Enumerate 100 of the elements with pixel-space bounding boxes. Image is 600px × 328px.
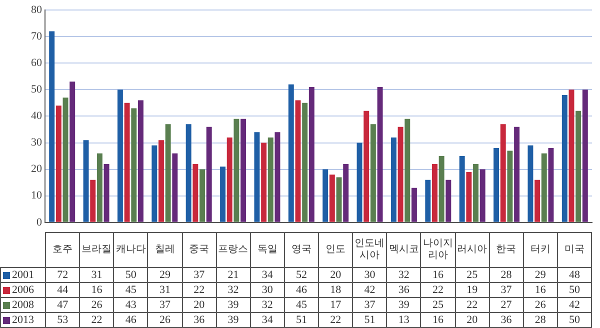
data-label: 17 <box>318 298 353 312</box>
data-label: 22 <box>420 282 455 298</box>
bar <box>528 145 534 222</box>
y-tick-label: 50 <box>31 84 42 96</box>
bar <box>302 102 308 222</box>
bar <box>548 148 554 222</box>
data-label: 47 <box>46 298 80 312</box>
y-tick-label: 80 <box>31 4 42 16</box>
bar <box>138 100 144 222</box>
bar <box>466 172 472 222</box>
legend-label: 2001 <box>0 268 46 282</box>
bar <box>541 153 547 222</box>
x-tick-label: 멕시코 <box>386 232 421 268</box>
data-label: 16 <box>523 282 558 298</box>
data-label: 39 <box>216 298 250 312</box>
data-label: 39 <box>386 298 421 312</box>
bar <box>364 110 370 222</box>
data-label: 44 <box>46 282 80 298</box>
data-label: 16 <box>420 312 455 328</box>
data-label: 21 <box>216 268 250 282</box>
x-tick-label: 브라질 <box>80 232 114 268</box>
data-label: 30 <box>250 282 284 298</box>
bar <box>343 164 349 222</box>
bar <box>131 108 137 222</box>
data-label: 43 <box>114 298 148 312</box>
data-label: 52 <box>284 268 318 282</box>
data-label: 37 <box>182 268 216 282</box>
data-label: 36 <box>386 282 421 298</box>
bar <box>226 137 232 222</box>
bar <box>390 137 396 222</box>
data-label: 42 <box>352 282 387 298</box>
bar <box>425 180 431 222</box>
bar <box>473 164 478 222</box>
bar <box>104 164 110 222</box>
y-tick-label: 60 <box>31 56 42 69</box>
bar <box>172 153 178 222</box>
data-label: 29 <box>523 268 558 282</box>
bar <box>200 169 205 222</box>
bar <box>240 118 246 222</box>
bar <box>124 102 130 222</box>
bar <box>446 180 452 222</box>
x-tick-label: 미국 <box>557 232 592 268</box>
bar <box>356 142 362 222</box>
bar <box>438 156 444 222</box>
y-tick-label: 70 <box>31 30 42 42</box>
data-label: 46 <box>284 282 318 298</box>
bar <box>261 142 267 222</box>
bar <box>500 124 506 222</box>
bar <box>49 31 55 222</box>
bar <box>288 84 294 222</box>
data-label: 42 <box>557 298 592 312</box>
bar <box>165 124 171 222</box>
data-label: 32 <box>250 298 284 312</box>
bar <box>268 137 274 222</box>
bar <box>83 140 89 222</box>
bar <box>254 132 260 222</box>
x-tick-label: 독일 <box>250 232 284 268</box>
y-tick-label: 40 <box>31 110 42 122</box>
data-label: 48 <box>557 268 592 282</box>
x-tick-label: 캐나다 <box>114 232 148 268</box>
data-label: 20 <box>182 298 216 312</box>
data-label: 34 <box>250 268 284 282</box>
bar <box>459 156 465 222</box>
data-label: 26 <box>523 298 558 312</box>
data-label: 50 <box>557 312 592 328</box>
legend-label: 2008 <box>0 298 46 312</box>
x-tick-label: 프랑스 <box>216 232 250 268</box>
bar <box>192 164 198 222</box>
bar <box>117 90 123 222</box>
bar <box>582 90 588 222</box>
y-tick-label: 0 <box>36 216 42 228</box>
bar <box>534 180 540 222</box>
bar <box>234 118 240 222</box>
x-tick-label: 터키 <box>523 232 558 268</box>
bar <box>220 166 226 222</box>
data-label: 32 <box>386 268 421 282</box>
bar <box>56 106 62 222</box>
data-label: 50 <box>114 268 148 282</box>
bar <box>507 150 513 222</box>
data-label: 36 <box>489 312 524 328</box>
bar <box>62 98 68 222</box>
bar <box>336 177 342 222</box>
bar <box>480 169 486 222</box>
data-label: 25 <box>420 298 455 312</box>
bar <box>90 180 96 222</box>
bar <box>329 174 335 222</box>
data-label: 39 <box>216 312 250 328</box>
bar <box>152 145 158 222</box>
data-label: 51 <box>284 312 318 328</box>
bar <box>274 132 280 222</box>
data-label: 22 <box>455 298 490 312</box>
data-label: 28 <box>489 268 524 282</box>
bar <box>576 110 582 222</box>
x-tick-label: 인도네시아 <box>352 232 387 268</box>
data-label: 19 <box>455 282 490 298</box>
x-tick-label: 나이지리아 <box>420 232 455 268</box>
data-label: 26 <box>148 312 182 328</box>
x-tick-label: 한국 <box>489 232 524 268</box>
data-label: 72 <box>46 268 80 282</box>
x-tick-label: 인도 <box>318 232 353 268</box>
